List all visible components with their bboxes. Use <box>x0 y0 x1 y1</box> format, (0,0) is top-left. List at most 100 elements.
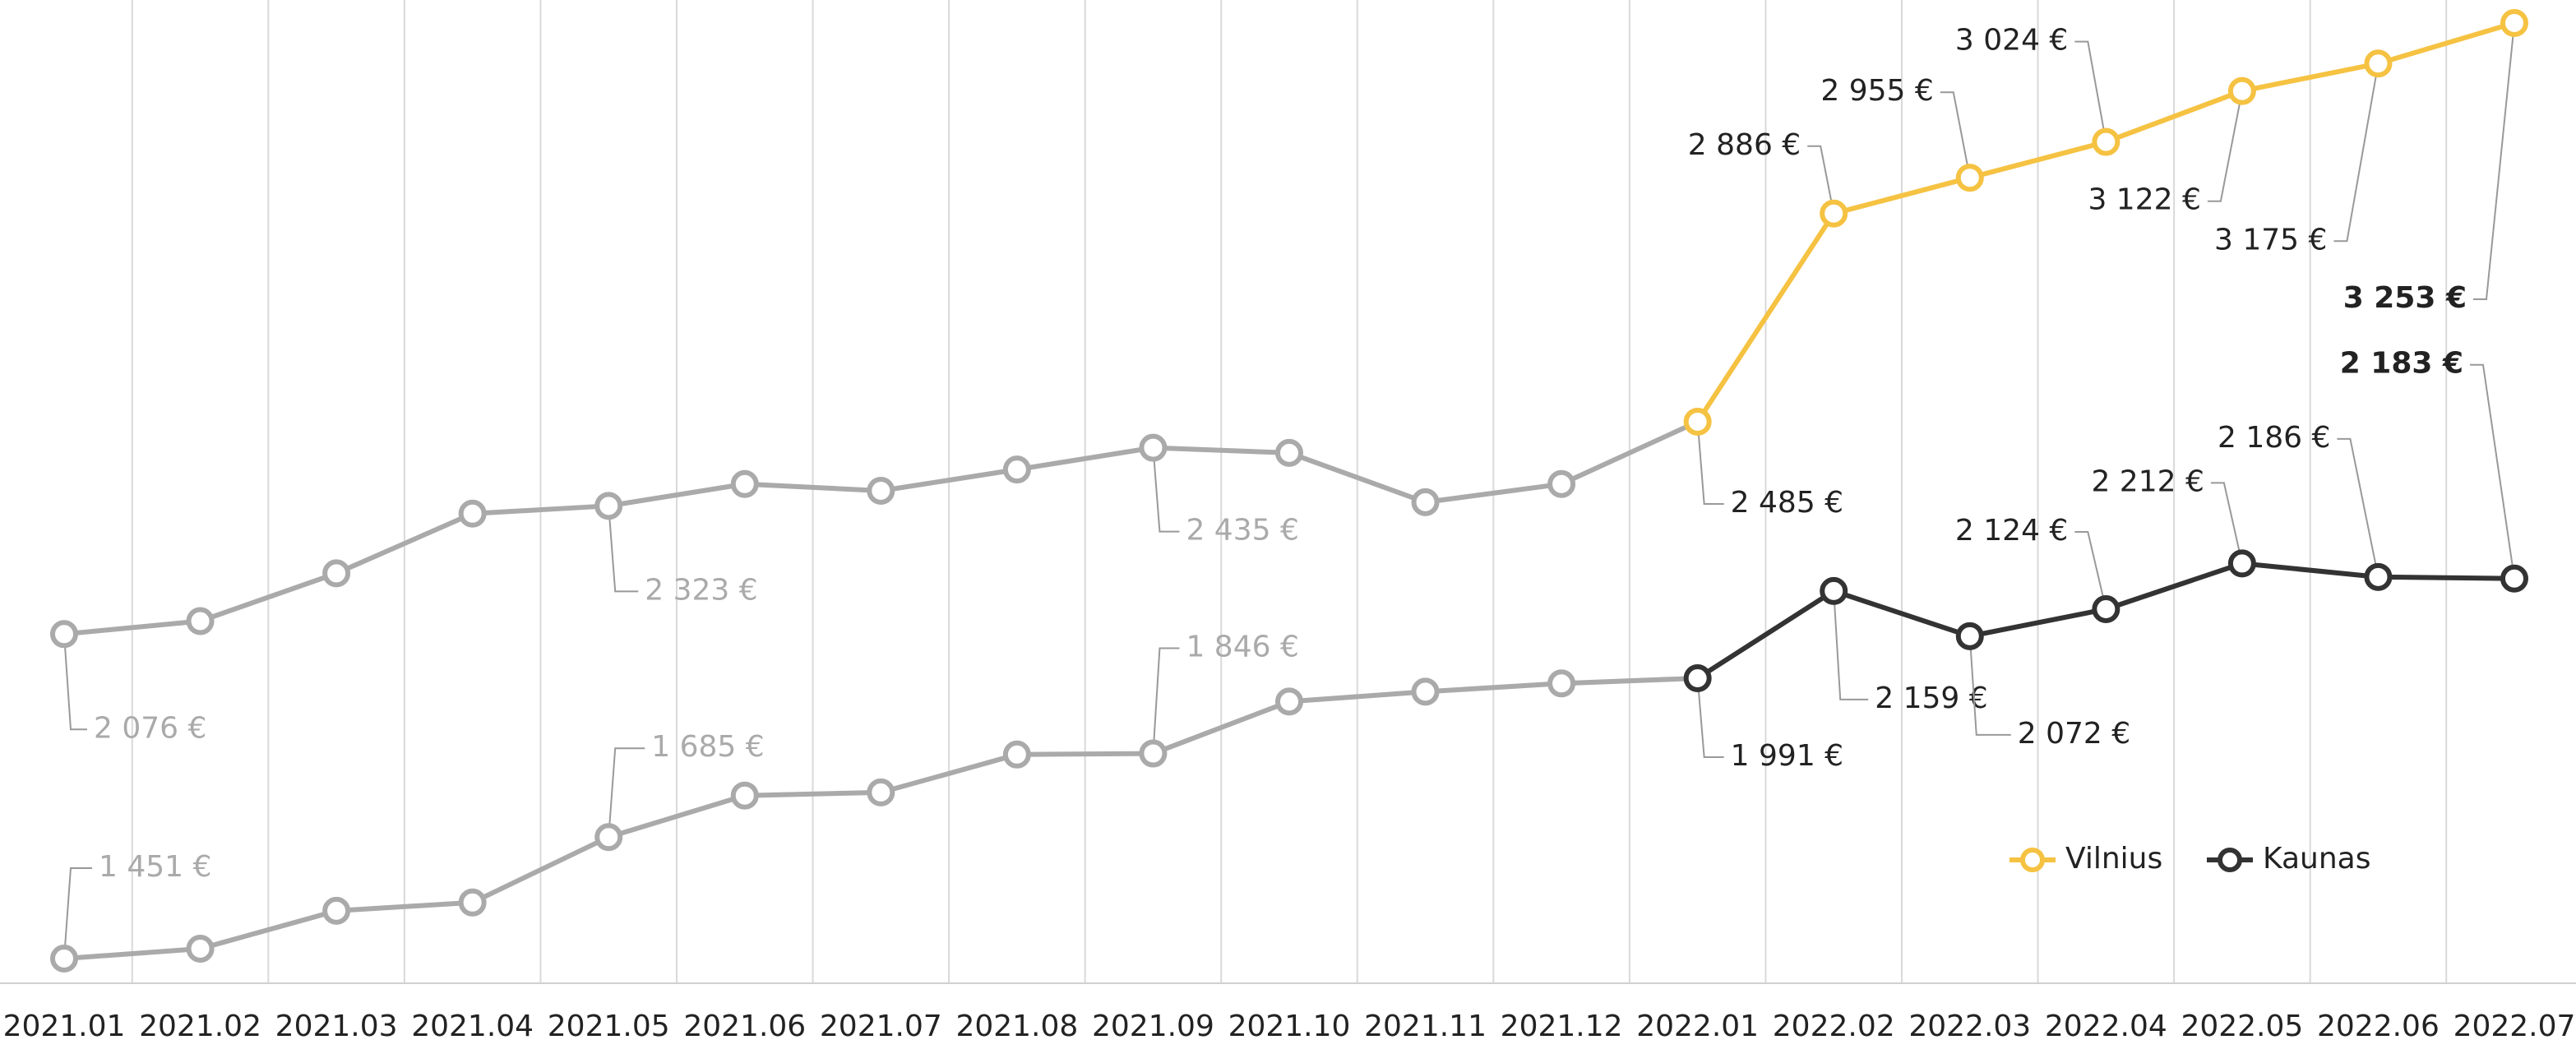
leader-line <box>2333 63 2379 243</box>
leader-line <box>1833 590 1869 700</box>
legend-marker <box>2020 848 2045 872</box>
marker <box>1955 622 1984 650</box>
leader-line <box>2473 22 2515 300</box>
marker <box>2227 76 2256 105</box>
data-label: 2 485 € <box>1731 486 1843 520</box>
x-tick-label: 2022.06 <box>2317 1010 2440 1043</box>
marker <box>594 823 623 852</box>
leader-line <box>1807 145 1835 214</box>
leader-line <box>608 506 639 593</box>
marker <box>2364 562 2393 591</box>
leader-line <box>2470 363 2515 579</box>
data-label: 2 323 € <box>645 573 757 607</box>
x-tick-label: 2021.07 <box>820 1010 942 1043</box>
marker <box>2092 127 2120 156</box>
data-label: 1 846 € <box>1186 631 1298 664</box>
marker <box>1275 438 1303 467</box>
x-tick-label: 2021.12 <box>1501 1010 1623 1043</box>
leader-line <box>1152 447 1180 533</box>
x-tick-label: 2022.07 <box>2453 1010 2576 1043</box>
marker <box>2500 9 2528 37</box>
marker <box>1547 469 1576 498</box>
x-tick-label: 2021.04 <box>411 1010 534 1043</box>
leader-line <box>2074 40 2107 142</box>
marker <box>730 469 759 498</box>
data-label: 2 076 € <box>94 711 206 745</box>
x-tick-label: 2022.01 <box>1636 1010 1759 1043</box>
data-label: 3 175 € <box>2214 223 2327 256</box>
x-tick-label: 2021.06 <box>683 1010 806 1043</box>
marker <box>1411 488 1440 516</box>
x-tick-label: 2021.09 <box>1092 1010 1214 1043</box>
marker <box>1002 740 1031 769</box>
x-tick-label: 2021.10 <box>1228 1010 1351 1043</box>
data-label: 2 212 € <box>2091 464 2204 498</box>
leader-line <box>1152 647 1180 754</box>
leader-line <box>2210 482 2243 564</box>
leader-line <box>2207 90 2243 202</box>
x-tick-label: 2022.04 <box>2045 1010 2167 1043</box>
x-tick-label: 2021.03 <box>275 1010 398 1043</box>
leader-line <box>2337 437 2379 578</box>
marker <box>458 888 487 917</box>
marker <box>2364 49 2393 78</box>
leader-line <box>63 867 92 959</box>
marker <box>1411 677 1440 706</box>
data-label: 3 122 € <box>2088 183 2200 217</box>
data-label: 2 124 € <box>1955 514 2068 548</box>
marker <box>594 492 623 520</box>
marker <box>1683 663 1712 692</box>
marker <box>1820 199 1848 228</box>
marker <box>867 477 895 505</box>
marker <box>1820 576 1848 605</box>
data-label: 2 159 € <box>1875 682 1987 715</box>
marker <box>458 499 487 528</box>
x-tick-label: 2022.02 <box>1773 1010 1895 1043</box>
marker <box>50 945 78 973</box>
leader-line <box>1968 635 2011 736</box>
leader-line <box>608 747 645 838</box>
marker <box>186 935 215 964</box>
marker <box>867 778 895 806</box>
marker <box>1002 455 1031 484</box>
marker <box>1139 739 1168 768</box>
series-line <box>63 419 1699 637</box>
marker <box>1683 408 1712 437</box>
data-label: 3 024 € <box>1955 24 2068 58</box>
data-label: 2 886 € <box>1688 128 1801 162</box>
leader-line <box>1696 421 1724 506</box>
marker <box>322 896 351 925</box>
data-label: 1 451 € <box>99 850 211 884</box>
marker <box>1955 164 1984 192</box>
marker <box>2500 564 2528 593</box>
series-line <box>63 675 1698 961</box>
x-tick-label: 2021.08 <box>955 1010 1078 1043</box>
leader-line <box>63 634 87 731</box>
marker <box>1547 669 1576 698</box>
marker <box>2227 549 2256 578</box>
leader-line <box>1940 91 1971 178</box>
legend-label: Vilnius <box>2065 842 2162 876</box>
data-label: 2 183 € <box>2340 347 2463 381</box>
x-tick-label: 2022.03 <box>1908 1010 2031 1043</box>
data-label: 2 186 € <box>2218 421 2330 455</box>
x-tick-label: 2021.01 <box>3 1010 126 1043</box>
leader-line <box>1696 677 1724 758</box>
data-label: 2 072 € <box>2018 717 2130 751</box>
data-label: 2 435 € <box>1186 514 1298 548</box>
x-tick-label: 2022.05 <box>2181 1010 2303 1043</box>
marker <box>322 559 351 588</box>
data-label: 1 685 € <box>651 730 764 764</box>
data-label: 2 955 € <box>1820 74 1933 108</box>
marker <box>1139 433 1168 462</box>
marker <box>2092 594 2120 623</box>
legend-marker <box>2218 848 2242 872</box>
marker <box>730 781 759 810</box>
marker <box>50 620 78 649</box>
data-label: 1 991 € <box>1731 739 1843 773</box>
marker <box>1275 687 1303 716</box>
x-tick-label: 2021.02 <box>139 1010 261 1043</box>
leader-line <box>2074 530 2107 610</box>
marker <box>186 607 215 635</box>
